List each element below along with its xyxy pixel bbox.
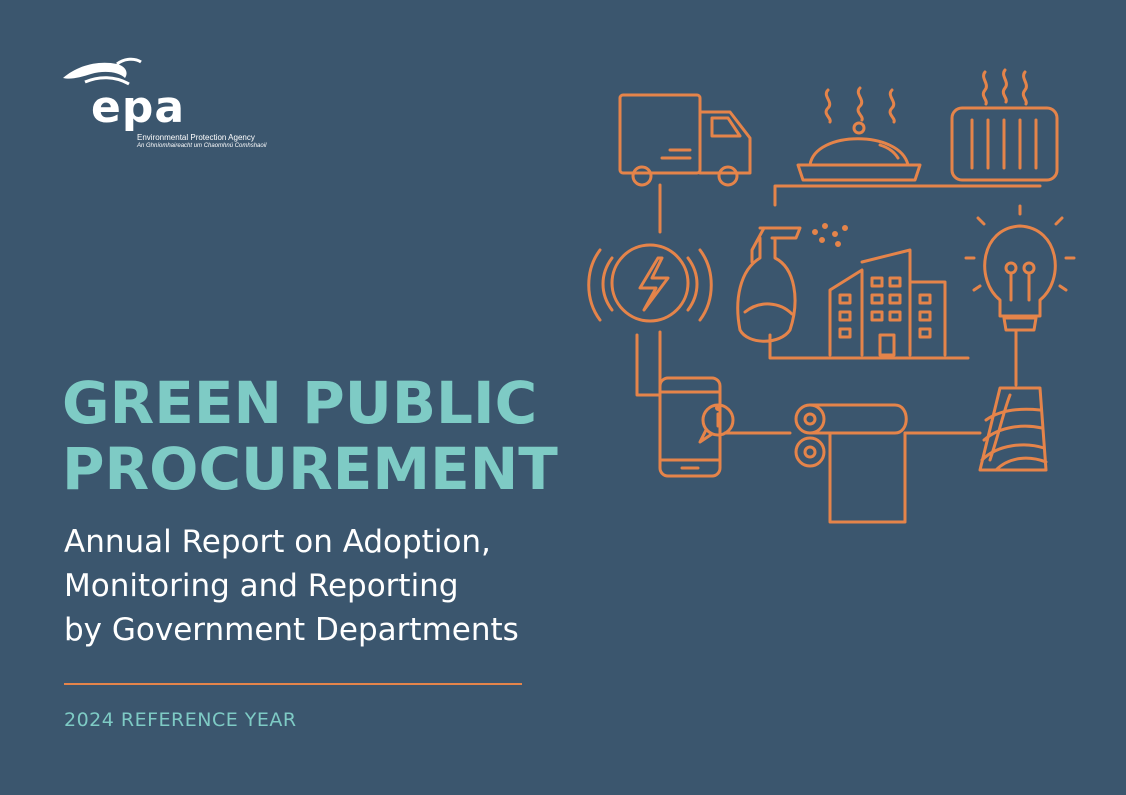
title-line-1: GREEN PUBLIC: [62, 369, 538, 437]
paper-roll-icon: [794, 403, 908, 524]
report-title: GREEN PUBLIC PROCUREMENT: [62, 370, 558, 502]
subtitle-line-1: Annual Report on Adoption,: [64, 524, 491, 560]
title-line-2: PROCUREMENT: [62, 435, 558, 503]
subtitle-line-2: Monitoring and Reporting: [64, 568, 459, 604]
connector-lines: [635, 183, 1042, 435]
title-divider: [64, 683, 522, 685]
smartphone-icon: [658, 376, 735, 478]
electricity-icon: [587, 243, 713, 323]
truck-icon: [618, 93, 752, 187]
building-icon: [828, 248, 947, 357]
heater-icon: [950, 68, 1059, 182]
procurement-illustration: [587, 68, 1076, 524]
reference-year: 2024 REFERENCE YEAR: [64, 709, 297, 731]
yarn-spool-icon: [978, 386, 1048, 472]
lightbulb-icon: [964, 204, 1076, 332]
subtitle-line-3: by Government Departments: [64, 612, 519, 648]
epa-logo-text: epa: [91, 82, 186, 133]
food-cloche-icon: [796, 86, 922, 182]
epa-logo-line2: An Ghníomhaireacht um Chaomhnú Comhshaoi…: [137, 143, 267, 149]
epa-logo-line1: Environmental Protection Agency: [137, 133, 255, 142]
report-subtitle: Annual Report on Adoption, Monitoring an…: [64, 520, 519, 652]
spray-bottle-icon: [736, 223, 848, 343]
epa-logo: epa Environmental Protection Agency An G…: [55, 52, 285, 162]
epa-bird-icon: [63, 57, 142, 86]
